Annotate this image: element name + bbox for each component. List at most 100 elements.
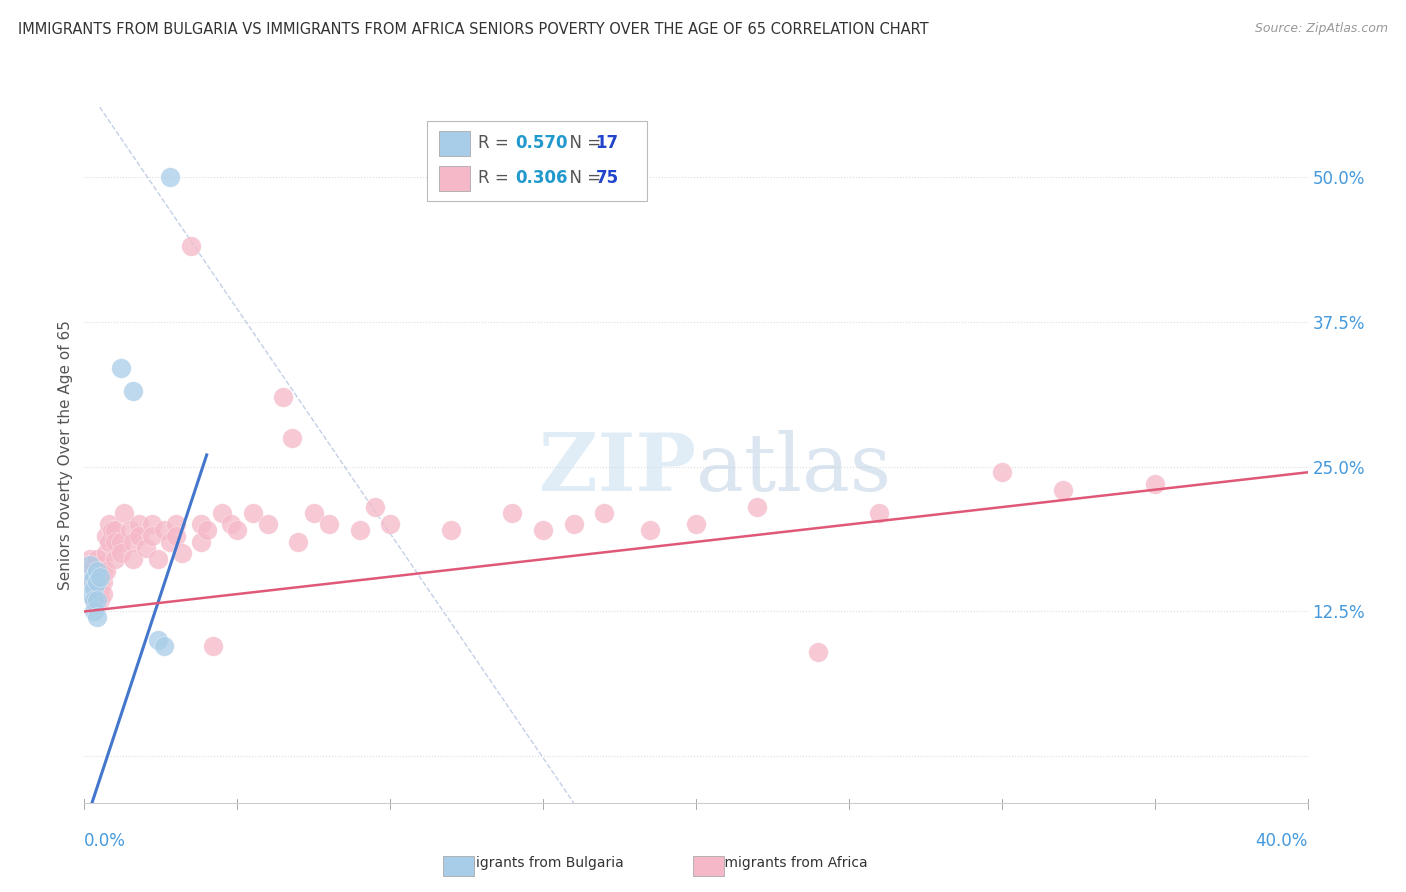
Text: 75: 75	[596, 169, 619, 187]
Point	[531, 523, 554, 537]
Point	[159, 169, 181, 184]
Point	[97, 517, 120, 532]
Point	[1143, 476, 1166, 491]
Point	[86, 564, 108, 578]
Point	[91, 587, 114, 601]
Point	[122, 534, 145, 549]
Text: Immigrants from Bulgaria: Immigrants from Bulgaria	[444, 856, 624, 871]
Y-axis label: Seniors Poverty Over the Age of 65: Seniors Poverty Over the Age of 65	[58, 320, 73, 590]
Point	[349, 523, 371, 537]
Point	[747, 500, 769, 514]
Text: R =: R =	[478, 169, 515, 187]
Point	[89, 570, 111, 584]
Point	[562, 517, 585, 532]
Point	[86, 575, 108, 590]
Point	[89, 570, 111, 584]
Point	[104, 552, 127, 566]
Point	[110, 361, 132, 376]
Text: N =: N =	[560, 134, 606, 153]
Point	[94, 529, 117, 543]
Point	[242, 506, 264, 520]
Point	[86, 587, 108, 601]
Point	[104, 523, 127, 537]
Point	[79, 575, 101, 590]
Point	[91, 575, 114, 590]
Point	[83, 592, 105, 607]
Point	[120, 523, 142, 537]
Point	[146, 633, 169, 648]
Text: 0.570: 0.570	[515, 134, 568, 153]
Point	[110, 534, 132, 549]
Text: atlas: atlas	[696, 430, 891, 508]
Text: Immigrants from Africa: Immigrants from Africa	[707, 856, 868, 871]
Point	[180, 239, 202, 253]
Point	[201, 639, 224, 653]
Point	[1052, 483, 1074, 497]
Point	[83, 592, 105, 607]
Point	[807, 645, 830, 659]
Point	[110, 546, 132, 561]
Point	[83, 570, 105, 584]
Point	[219, 517, 242, 532]
Point	[165, 529, 187, 543]
Text: IMMIGRANTS FROM BULGARIA VS IMMIGRANTS FROM AFRICA SENIORS POVERTY OVER THE AGE : IMMIGRANTS FROM BULGARIA VS IMMIGRANTS F…	[18, 22, 929, 37]
Text: N =: N =	[560, 169, 606, 187]
Point	[79, 564, 101, 578]
Point	[991, 466, 1014, 480]
Point	[165, 517, 187, 532]
Point	[83, 605, 105, 619]
Point	[122, 552, 145, 566]
Point	[91, 564, 114, 578]
Point	[153, 523, 176, 537]
Point	[83, 558, 105, 573]
Text: 40.0%: 40.0%	[1256, 831, 1308, 850]
Point	[94, 546, 117, 561]
Point	[281, 431, 304, 445]
Bar	[439, 131, 470, 156]
Point	[502, 506, 524, 520]
Bar	[427, 121, 647, 201]
Point	[226, 523, 249, 537]
Point	[869, 506, 891, 520]
Point	[122, 384, 145, 398]
Text: Source: ZipAtlas.com: Source: ZipAtlas.com	[1254, 22, 1388, 36]
Point	[190, 534, 212, 549]
Point	[79, 575, 101, 590]
Text: ZIP: ZIP	[538, 430, 696, 508]
Point	[380, 517, 402, 532]
Point	[86, 575, 108, 590]
Point	[257, 517, 280, 532]
Point	[83, 582, 105, 596]
Point	[302, 506, 325, 520]
Point	[364, 500, 387, 514]
Point	[190, 517, 212, 532]
Point	[86, 610, 108, 624]
Point	[94, 564, 117, 578]
Point	[195, 523, 218, 537]
Point	[79, 587, 101, 601]
Point	[153, 639, 176, 653]
Text: 17: 17	[596, 134, 619, 153]
Point	[79, 558, 101, 573]
Bar	[439, 166, 470, 191]
Point	[141, 529, 163, 543]
Point	[146, 552, 169, 566]
Point	[135, 541, 157, 555]
Point	[83, 570, 105, 584]
Point	[83, 582, 105, 596]
Point	[211, 506, 233, 520]
Point	[638, 523, 661, 537]
Point	[287, 534, 309, 549]
Text: 0.0%: 0.0%	[84, 831, 127, 850]
Point	[440, 523, 463, 537]
Point	[89, 582, 111, 596]
Point	[101, 523, 124, 537]
Point	[128, 517, 150, 532]
Point	[159, 534, 181, 549]
Point	[271, 390, 294, 404]
Point	[112, 506, 135, 520]
Point	[318, 517, 340, 532]
Point	[97, 534, 120, 549]
Point	[104, 534, 127, 549]
Point	[141, 517, 163, 532]
